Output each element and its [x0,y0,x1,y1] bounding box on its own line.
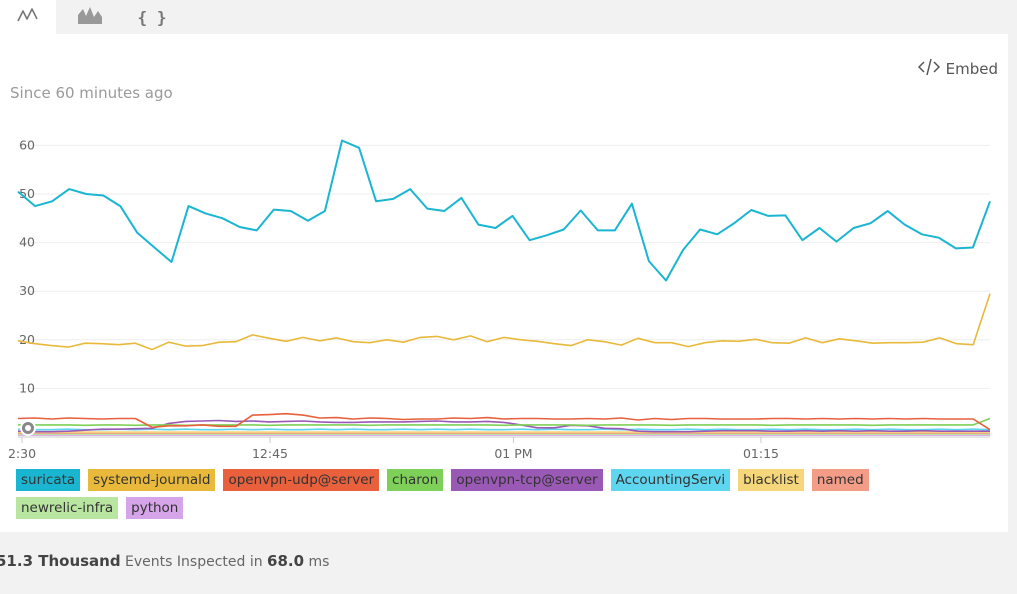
tab-line-chart[interactable] [0,0,56,34]
legend-item-suricata[interactable]: suricata [16,469,81,491]
y-tick-label: 60 [19,137,35,152]
duration-unit: ms [308,554,330,570]
x-tick-label: 01 PM [494,446,532,461]
legend-item-blacklist[interactable]: blacklist [738,469,804,491]
x-tick-label: 01:15 [743,446,779,461]
embed-button[interactable]: Embed [917,58,998,80]
tab-area-chart[interactable] [62,0,118,34]
series-line-suricata [17,139,991,282]
y-tick-label: 20 [19,332,35,347]
y-tick-label: 40 [19,235,35,250]
area-chart-icon [77,5,103,29]
series-line-accountingservi [17,428,991,431]
legend-item-newrelic-infra[interactable]: newrelic-infra [16,497,119,519]
legend-item-named[interactable]: named [811,469,869,491]
json-icon: { } [137,7,167,27]
x-tick-label: 12:45 [252,446,288,461]
events-count: 51.3 Thousand [0,552,121,570]
legend-item-openvpn-udp-server[interactable]: openvpn-udp@server [223,469,380,491]
series-line-openvpn-udp-server [17,412,991,431]
y-tick-label: 30 [19,283,35,298]
tab-json[interactable]: { } [124,0,180,34]
time-range-label: Since 60 minutes ago [10,84,173,102]
line-chart-icon [16,6,40,28]
chart-legend: suricata systemd-journald openvpn-udp@serv… [16,469,976,519]
y-tick-label: 10 [19,380,35,395]
legend-item-charon[interactable]: charon [387,469,444,491]
query-duration: 68.0 [267,552,305,570]
stats-text: Events Inspected in [125,554,263,570]
chart-type-tabs: { } [0,0,1017,34]
legend-item-openvpn-tcp-server[interactable]: openvpn-tcp@server [451,469,603,491]
legend-item-systemd-journald[interactable]: systemd-journald [88,469,216,491]
series-line-openvpn-tcp-server [17,419,990,433]
line-chart: 10 20 30 40 50 60 2:30 12:45 01 PM 01:15 [8,137,991,461]
chart-panel: Since 60 minutes ago Embed 10 20 30 40 50 60 2… [0,34,1008,532]
series-line-systemd-journald [17,293,991,351]
embed-label: Embed [945,60,998,78]
query-stats: 51.3 Thousand Events Inspected in 68.0 m… [0,552,329,570]
y-tick-label: 50 [19,186,35,201]
legend-item-accountingservi[interactable]: AccountingServi [610,469,731,491]
hover-marker-dot [25,425,31,431]
x-tick-label: 2:30 [8,446,36,461]
legend-item-python[interactable]: python [126,497,184,519]
code-icon [917,58,940,80]
